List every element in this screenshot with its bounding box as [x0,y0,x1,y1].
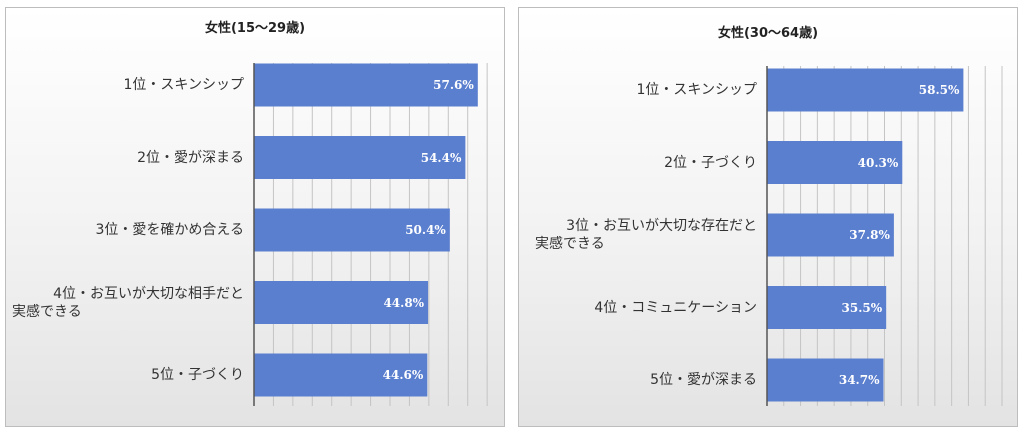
data-label-3: 37.8% [849,228,890,242]
category-label-line: 5位・子づくり [151,367,244,383]
data-label-2: 40.3% [857,155,899,170]
category-label-2: 2位・子づくり [523,154,757,172]
data-label-5: 34.7% [838,373,880,387]
bar-3 [767,213,894,257]
chart-title-left: 女性(15～29歳) [204,21,306,36]
data-label-1: 57.6% [433,78,474,92]
data-label-2: 54.4% [420,150,462,165]
category-label-3: 3位・愛を確かめ合える [10,221,245,239]
category-label-line: 2位・愛が深まる [137,149,244,166]
bar-4 [254,281,429,324]
category-label-line: 4位・コミュニケーション [594,299,757,316]
chart-svg-right [766,66,1003,406]
category-label-line: 実感できる [535,236,605,252]
category-label-line: 実感できる [12,303,82,320]
chart-svg-left [253,63,488,406]
bar-2 [767,141,903,184]
category-label-3: 3位・お互いが大切な存在だと実感できる [523,217,757,253]
category-label-line: 5位・愛が深まる [650,372,757,388]
data-label-5: 44.6% [382,368,424,382]
category-label-2: 2位・愛が深まる [10,149,244,167]
category-label-line: 2位・子づくり [664,154,757,171]
chart-panel-left: 女性(15～29歳) 57.6% 1位・スキンシップ 54.4% 2位・愛が深まる 50… [5,7,505,427]
category-label-line: 3位・お互いが大切な存在だと [566,218,757,234]
bar-5 [254,353,428,397]
category-label-4: 4位・お互いが大切な相手だと 実感できる [10,285,244,321]
bar-5 [767,358,884,402]
data-label-4: 44.8% [383,295,425,310]
category-label-line: 1位・スキンシップ [123,77,245,93]
bar-2 [254,136,466,179]
data-label-3: 50.4% [405,223,446,237]
data-label-1: 58.5% [918,83,960,97]
category-label-line: 1位・スキンシップ [636,82,758,98]
category-label-5: 5位・子づくり [10,366,244,384]
category-label-4: 4位・コミュニケーション [523,299,757,317]
bar-1 [254,63,478,107]
category-label-1: 1位・スキンシップ [10,76,245,94]
bar-3 [254,208,450,252]
chart-title-right: 女性(30～64歳) [717,26,819,41]
bar-4 [767,286,887,329]
category-label-1: 1位・スキンシップ [523,81,758,99]
chart-panel-right: 女性(30～64歳) 58.5% 1位・スキンシップ 40.3% 2位・子づくり 37.… [518,7,1018,427]
bar-1 [767,68,964,112]
category-label-line: 4位・お互いが大切な相手だと [53,285,244,302]
data-label-4: 35.5% [841,300,883,315]
category-label-5: 5位・愛が深まる [523,371,757,389]
category-label-line: 3位・愛を確かめ合える [95,222,245,238]
